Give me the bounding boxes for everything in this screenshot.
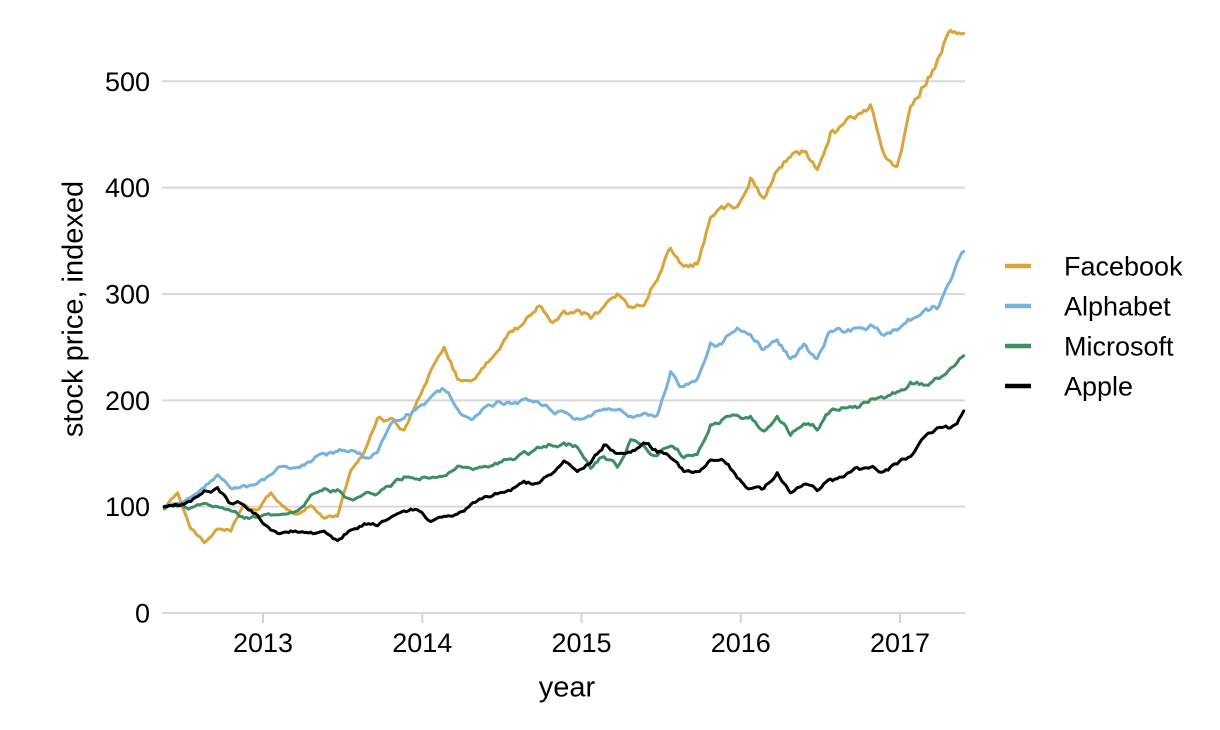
x-axis-title: year <box>538 671 596 704</box>
y-tick-label-200: 200 <box>105 386 150 416</box>
series-line-apple <box>162 409 966 543</box>
y-tick-label-400: 400 <box>105 173 150 203</box>
series-line-alphabet <box>162 249 966 509</box>
legend: Facebook Alphabet Microsoft Apple <box>1005 252 1183 402</box>
y-tick-label-0: 0 <box>135 599 150 629</box>
x-tick-label-2015: 2015 <box>551 628 611 658</box>
x-tick-label-2016: 2016 <box>711 628 771 658</box>
y-axis-title: stock price, indexed <box>57 180 90 438</box>
x-tick-label-2014: 2014 <box>392 628 452 658</box>
y-tick-label-100: 100 <box>105 492 150 522</box>
y-axis-labels: 0 100 200 300 400 500 <box>105 67 150 629</box>
series-line-facebook <box>162 28 966 545</box>
x-tick-label-2017: 2017 <box>870 628 930 658</box>
gridlines <box>162 80 965 614</box>
series-line-microsoft <box>162 354 966 521</box>
series-lines <box>162 28 966 545</box>
y-tick-label-300: 300 <box>105 279 150 309</box>
y-tick-label-500: 500 <box>105 67 150 97</box>
legend-label-microsoft: Microsoft <box>1064 332 1174 362</box>
legend-label-alphabet: Alphabet <box>1064 292 1171 322</box>
x-tick-label-2013: 2013 <box>233 628 293 658</box>
x-axis-ticks: 2013 2014 2015 2016 2017 <box>233 613 930 658</box>
legend-label-facebook: Facebook <box>1064 252 1183 282</box>
legend-label-apple: Apple <box>1064 372 1133 402</box>
